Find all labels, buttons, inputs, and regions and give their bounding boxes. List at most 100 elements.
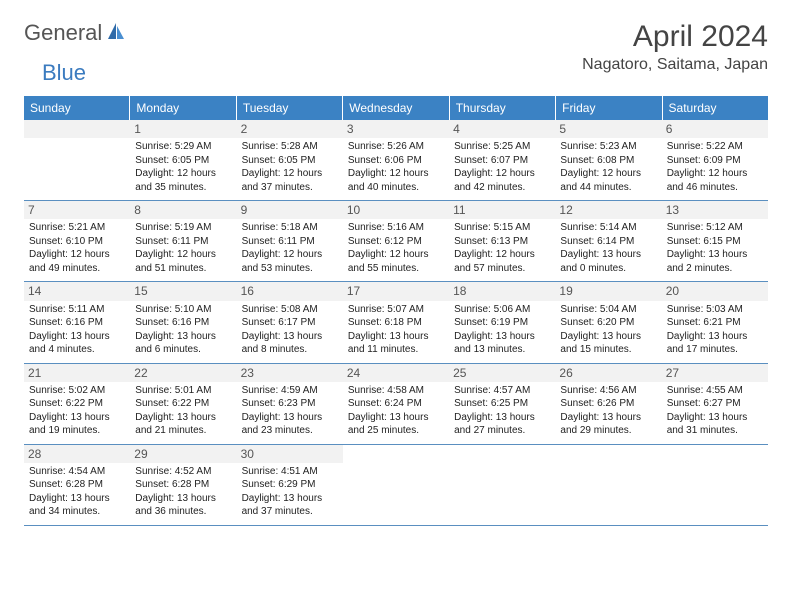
day-number: 20 — [662, 282, 768, 300]
calendar-week-row: 7Sunrise: 5:21 AMSunset: 6:10 PMDaylight… — [24, 201, 768, 282]
sun-info-line: and 35 minutes. — [135, 181, 231, 195]
sun-info-line: and 44 minutes. — [560, 181, 656, 195]
calendar-cell: 21 Sunrise: 5:02 AMSunset: 6:22 PMDayligh… — [24, 364, 130, 444]
calendar-cell: 18Sunrise: 5:06 AMSunset: 6:19 PMDayligh… — [449, 282, 555, 362]
sun-info-line: and 2 minutes. — [667, 262, 763, 276]
sun-info-line: Sunrise: 4:51 AM — [242, 465, 338, 479]
sun-info-line: Daylight: 13 hours — [242, 411, 338, 425]
sun-info-line: Daylight: 13 hours — [560, 411, 656, 425]
sun-info-line: Sunrise: 5:22 AM — [667, 140, 763, 154]
sun-info-line: Daylight: 13 hours — [454, 411, 550, 425]
calendar-cell: 4Sunrise: 5:25 AMSunset: 6:07 PMDaylight… — [449, 120, 555, 200]
sun-info-line: Sunset: 6:19 PM — [454, 316, 550, 330]
sun-info-line: Sunrise: 5:02 AM — [29, 384, 125, 398]
sun-info-line: Sunrise: 5:29 AM — [135, 140, 231, 154]
sun-info-line: Sunset: 6:23 PM — [242, 397, 338, 411]
sun-info-line: Sunrise: 4:54 AM — [29, 465, 125, 479]
calendar-body: 1 Sunrise: 5:29 AMSunset: 6:05 PM Daylight… — [24, 120, 768, 526]
sun-info-line: Sunrise: 5:18 AM — [242, 221, 338, 235]
day-number: 19 — [555, 282, 661, 300]
calendar-cell: 10Sunrise: 5:16 AMSunset: 6:12 PMDayligh… — [343, 201, 449, 281]
day-number: 27 — [662, 364, 768, 382]
sun-info-line: Sunrise: 4:59 AM — [242, 384, 338, 398]
sun-info-line: Sunset: 6:21 PM — [667, 316, 763, 330]
calendar-cell: 8Sunrise: 5:19 AMSunset: 6:11 PMDaylight… — [130, 201, 236, 281]
day-number: 17 — [343, 282, 449, 300]
calendar-cell: 13Sunrise: 5:12 AMSunset: 6:15 PMDayligh… — [662, 201, 768, 281]
sun-info-line: Daylight: 12 hours — [242, 248, 338, 262]
sun-info-line: Daylight: 12 hours — [348, 167, 444, 181]
day-number: 9 — [237, 201, 343, 219]
calendar-cell: 23 Sunrise: 4:59 AMSunset: 6:23 PMDayligh… — [237, 364, 343, 444]
sun-info-line: Sunset: 6:13 PM — [454, 235, 550, 249]
day-header-friday: Friday — [556, 96, 662, 120]
sun-info-line: Daylight: 13 hours — [29, 411, 125, 425]
sun-info-line: and 17 minutes. — [667, 343, 763, 357]
calendar-cell: 3Sunrise: 5:26 AMSunset: 6:06 PMDaylight… — [343, 120, 449, 200]
sun-info-line: Sunrise: 5:12 AM — [667, 221, 763, 235]
sun-info-line: Sunset: 6:11 PM — [242, 235, 338, 249]
day-number: 13 — [662, 201, 768, 219]
sun-info-line: Sunrise: 5:26 AM — [348, 140, 444, 154]
sun-info-line: and 51 minutes. — [135, 262, 231, 276]
calendar-cell: 1Sunrise: 5:29 AMSunset: 6:05 PMDaylight… — [130, 120, 236, 200]
sun-info-line: Sunrise: 4:58 AM — [348, 384, 444, 398]
sun-info-line: Daylight: 13 hours — [348, 330, 444, 344]
calendar-cell: 22Sunrise: 5:01 AMSunset: 6:22 PMDayligh… — [130, 364, 236, 444]
sun-info-line: and 15 minutes. — [560, 343, 656, 357]
day-number-empty — [24, 120, 130, 138]
day-number: 23 — [237, 364, 343, 382]
calendar-cell — [24, 120, 130, 200]
sun-info-line: Daylight: 12 hours — [29, 248, 125, 262]
sun-info-line: Sunrise: 5:07 AM — [348, 303, 444, 317]
calendar-cell: 11Sunrise: 5:15 AMSunset: 6:13 PMDayligh… — [449, 201, 555, 281]
day-number: 1 — [130, 120, 236, 138]
sun-info-line: and 55 minutes. — [348, 262, 444, 276]
sun-info-line: Daylight: 12 hours — [560, 167, 656, 181]
calendar-cell: 30Sunrise: 4:51 AMSunset: 6:29 PMDayligh… — [237, 445, 343, 525]
sun-info-line: and 31 minutes. — [667, 424, 763, 438]
day-number: 11 — [449, 201, 555, 219]
sun-info-line: Sunrise: 4:55 AM — [667, 384, 763, 398]
sun-info-line: Sunset: 6:05 PM — [135, 154, 231, 168]
sun-info-line: Sunrise: 4:52 AM — [135, 465, 231, 479]
calendar-cell: 17 Sunrise: 5:07 AMSunset: 6:18 PMDayligh… — [343, 282, 449, 362]
sun-info-line: Sunset: 6:28 PM — [29, 478, 125, 492]
sun-info-line: and 11 minutes. — [348, 343, 444, 357]
sun-info-line: Sunrise: 5:06 AM — [454, 303, 550, 317]
calendar-cell: 26Sunrise: 4:56 AMSunset: 6:26 PMDayligh… — [555, 364, 661, 444]
day-header-wednesday: Wednesday — [343, 96, 449, 120]
day-number: 7 — [24, 201, 130, 219]
sun-info-line: Daylight: 13 hours — [135, 411, 231, 425]
sun-info-line: Sunset: 6:11 PM — [135, 235, 231, 249]
sun-info-line: Daylight: 13 hours — [667, 411, 763, 425]
sun-info-line: and 23 minutes. — [242, 424, 338, 438]
calendar-cell: 24Sunrise: 4:58 AMSunset: 6:24 PMDayligh… — [343, 364, 449, 444]
day-number: 14 — [24, 282, 130, 300]
sun-info-line: Sunrise: 4:56 AM — [560, 384, 656, 398]
day-number: 24 — [343, 364, 449, 382]
sun-info-line: Sunset: 6:22 PM — [29, 397, 125, 411]
sun-info-line: Sunset: 6:07 PM — [454, 154, 550, 168]
calendar-cell: 15Sunrise: 5:10 AMSunset: 6:16 PMDayligh… — [130, 282, 236, 362]
calendar-cell — [343, 445, 449, 525]
sun-info-line: Sunset: 6:18 PM — [348, 316, 444, 330]
sun-info-line: Daylight: 13 hours — [242, 492, 338, 506]
sun-info-line: Daylight: 12 hours — [667, 167, 763, 181]
sun-info-line: Sunset: 6:16 PM — [29, 316, 125, 330]
day-number: 21 — [24, 364, 130, 382]
calendar-cell: 20Sunrise: 5:03 AMSunset: 6:21 PMDayligh… — [662, 282, 768, 362]
day-number: 16 — [237, 282, 343, 300]
sun-info-line: Daylight: 13 hours — [454, 330, 550, 344]
sun-info-line: Sunrise: 5:01 AM — [135, 384, 231, 398]
day-number: 8 — [130, 201, 236, 219]
calendar-cell: 28Sunrise: 4:54 AMSunset: 6:28 PMDayligh… — [24, 445, 130, 525]
day-number: 26 — [555, 364, 661, 382]
sun-info-line: and 42 minutes. — [454, 181, 550, 195]
sun-info-line: and 36 minutes. — [135, 505, 231, 519]
day-number: 22 — [130, 364, 236, 382]
sun-info-line: Sunrise: 5:10 AM — [135, 303, 231, 317]
day-number: 6 — [662, 120, 768, 138]
sun-info-line: Daylight: 13 hours — [667, 248, 763, 262]
title-block: April 2024 Nagatoro, Saitama, Japan — [582, 20, 768, 74]
